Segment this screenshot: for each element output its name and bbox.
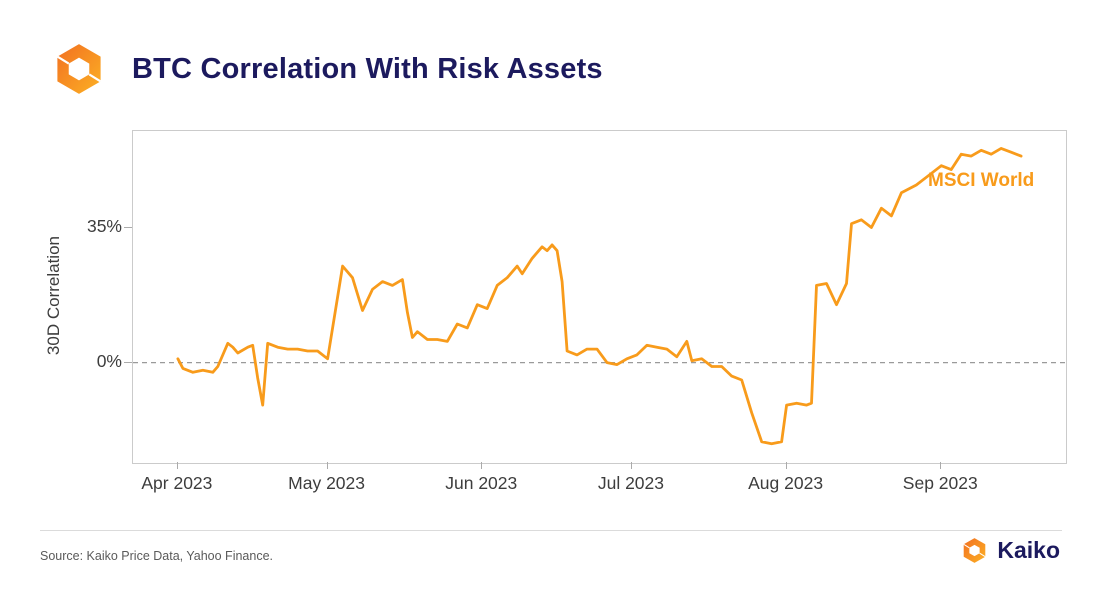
x-tick-label: Sep 2023 <box>902 473 978 493</box>
y-tick-mark <box>124 226 132 228</box>
x-tick-mark <box>326 462 328 469</box>
page-title: BTC Correlation With Risk Assets <box>132 52 603 85</box>
x-tick-label: Jun 2023 <box>445 473 518 493</box>
x-tick-label: Aug 2023 <box>748 473 824 493</box>
header: BTC Correlation With Risk Assets <box>52 42 603 96</box>
footer-divider <box>40 530 1062 531</box>
source-note: Source: Kaiko Price Data, Yahoo Finance. <box>40 549 274 563</box>
y-tick-label: 35% <box>86 215 122 236</box>
series-label: MSCI World <box>928 170 1035 191</box>
y-tick-mark <box>124 361 132 363</box>
x-tick-mark <box>630 462 632 469</box>
x-tick-label: Apr 2023 <box>141 473 213 493</box>
x-tick-mark <box>481 462 483 469</box>
y-axis-title: 30D Correlation <box>44 236 63 356</box>
x-tick-mark <box>176 462 178 469</box>
correlation-line <box>176 146 1023 446</box>
x-tick-mark <box>785 462 787 469</box>
x-tick-mark <box>940 462 942 469</box>
x-tick-label: Jul 2023 <box>597 473 665 493</box>
y-tick-label: 0% <box>96 350 122 371</box>
plot-area <box>132 130 1067 464</box>
y-axis-title-wrap: 30D Correlation <box>40 130 68 462</box>
x-tick-label: May 2023 <box>288 473 366 493</box>
plot-svg <box>133 146 1066 446</box>
brand-footer: Kaiko <box>961 537 1060 564</box>
kaiko-logo-small-icon <box>963 537 987 564</box>
brand-name: Kaiko <box>997 537 1060 563</box>
